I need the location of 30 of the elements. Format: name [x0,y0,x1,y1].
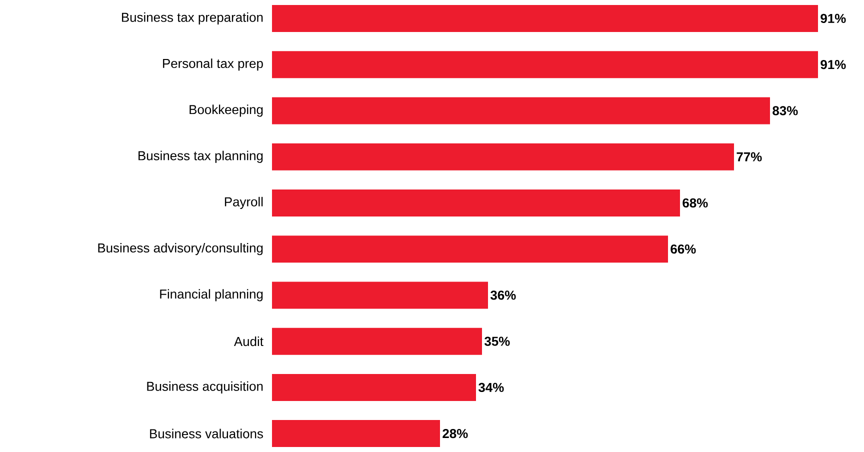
bar [272,97,770,124]
y-tick-label: Business advisory/consulting [98,243,263,256]
bar [272,328,482,355]
data-label: 34% [478,382,504,392]
bar [272,282,488,309]
bar [272,143,734,170]
data-label: 77% [736,152,762,162]
y-tick-label: Business valuations [150,428,263,438]
bar [272,236,668,263]
data-label: 91% [820,60,846,70]
bar [272,374,476,401]
y-tick-label: Business tax planning [138,150,263,163]
y-tick-label: Personal tax prep [163,58,263,71]
y-tick-label: Payroll [224,196,263,209]
y-tick-label: Financial planning [160,289,263,302]
data-label: 83% [772,106,798,116]
bar [272,4,818,32]
bar [272,51,818,78]
y-tick-label: Bookkeeping [190,104,263,117]
bar [272,189,680,216]
data-label: 28% [442,428,468,438]
data-label: 35% [484,336,510,346]
y-tick-label: Audit [234,336,264,346]
data-label: 68% [682,198,708,208]
data-label: 91% [820,14,846,24]
data-label: 36% [490,290,516,300]
data-label: 66% [670,244,696,254]
y-tick-label: Business acquisition [147,381,263,394]
bar [272,420,440,448]
y-tick-label: Business tax preparation [122,12,263,24]
